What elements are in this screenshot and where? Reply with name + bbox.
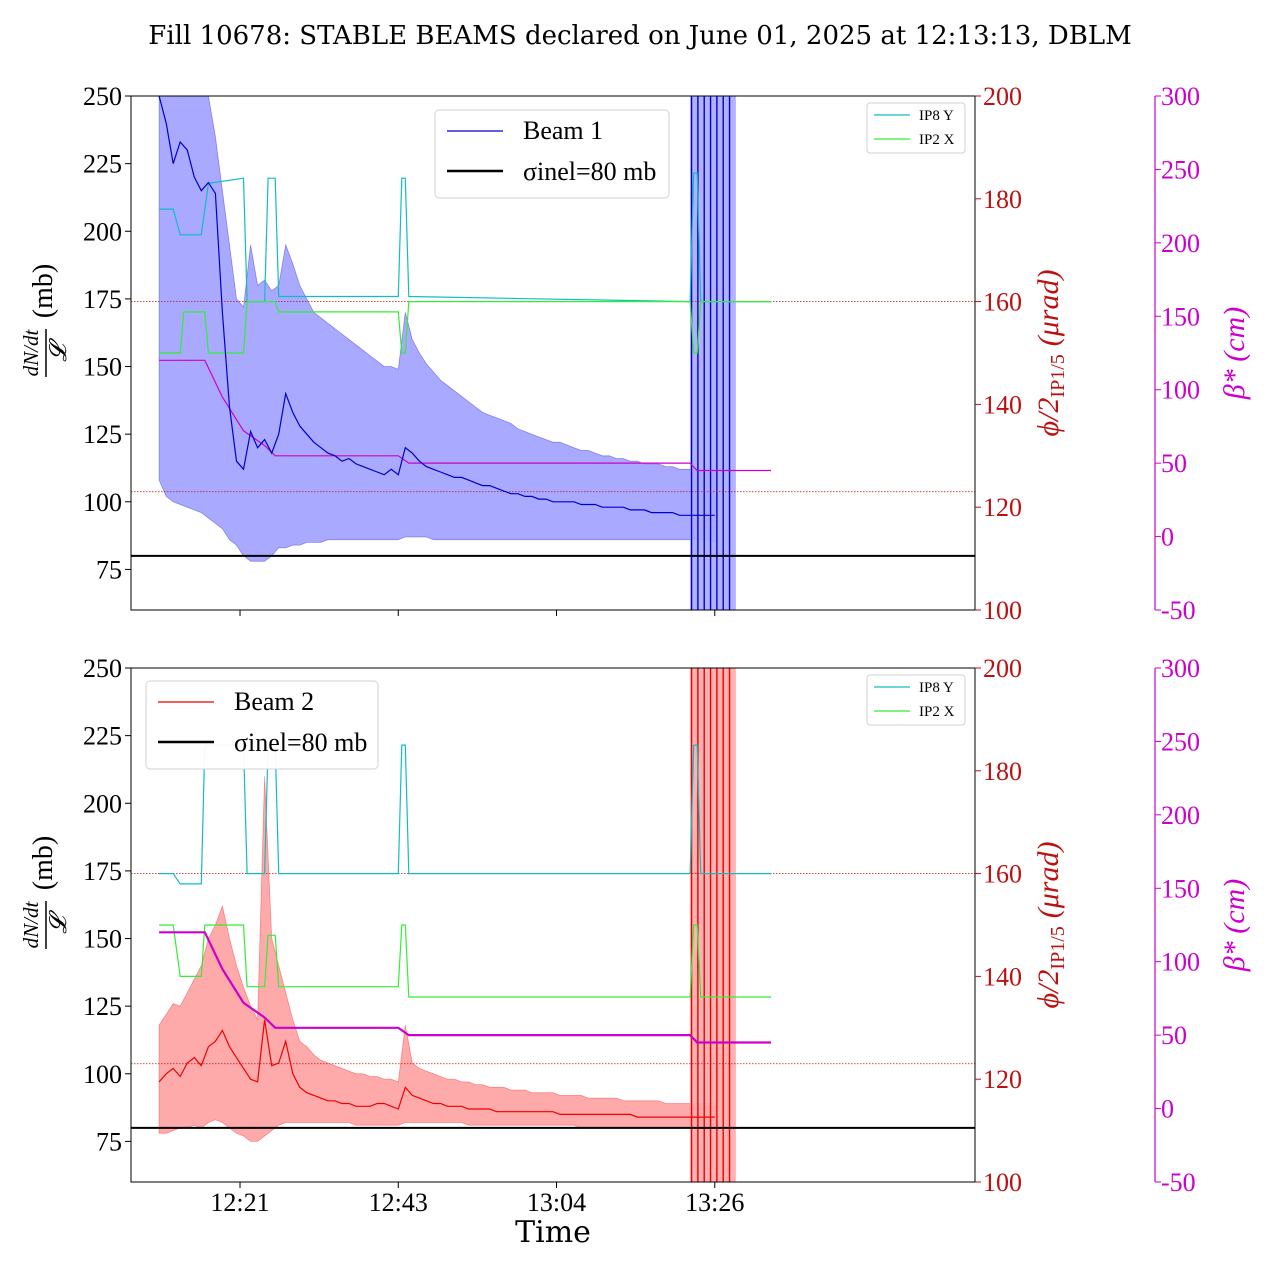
y3-tick-label: 250 <box>1161 727 1200 756</box>
y2-tick-label: 200 <box>983 82 1022 111</box>
y3-tick-label: 200 <box>1161 229 1200 258</box>
beam-rate-line <box>158 1019 715 1118</box>
y-tick-label: 225 <box>83 150 122 179</box>
y-tick-label: 225 <box>83 722 122 751</box>
x-axis-label: Time <box>515 1215 591 1250</box>
ip2-x-line <box>159 301 771 354</box>
beta-star-line <box>159 359 771 472</box>
legend-sigma-label: σinel=80 mb <box>234 728 367 757</box>
y2-tick-label: 120 <box>983 493 1022 522</box>
y2-tick-label: 140 <box>983 390 1022 419</box>
x-tick-label: 12:43 <box>369 1188 428 1217</box>
y2-tick-label: 100 <box>983 596 1022 625</box>
legend-ip2-label: IP2 X <box>919 704 955 720</box>
plot-frame <box>130 667 976 1183</box>
y-axis-label: dN/dt 𝓛 (mb) <box>19 836 72 949</box>
legend-beam-label: Beam 1 <box>523 116 603 145</box>
ip2-x-line <box>159 924 771 998</box>
y-tick-label: 150 <box>83 925 122 954</box>
y3-axis-label: β* (cm) <box>1218 307 1251 400</box>
y2-tick-label: 180 <box>983 185 1022 214</box>
y-tick-label: 125 <box>83 992 122 1021</box>
beam-band <box>158 776 716 1142</box>
y2-label-main: ϕ/2 <box>1032 398 1065 437</box>
y-tick-label: 175 <box>83 285 122 314</box>
y3-tick-label: 300 <box>1161 654 1200 683</box>
legend-ip2-label: IP2 X <box>919 132 955 148</box>
y2-tick-label: 140 <box>983 962 1022 991</box>
plot-area <box>131 96 975 610</box>
bottom-panel: 75 100 125 150 175 200 225 250 100 120 140 160 180 20… <box>19 654 1251 1217</box>
y2-tick-label: 160 <box>983 860 1022 889</box>
legend-sigma-label: σinel=80 mb <box>523 157 656 186</box>
y-tick-label: 200 <box>83 217 122 246</box>
y-tick-label: 125 <box>83 420 122 449</box>
y2-label-unit: (μrad) <box>1032 270 1065 347</box>
ip8-y-line <box>159 172 771 303</box>
y2-label-unit: (μrad) <box>1032 842 1065 919</box>
y-tick-label: 175 <box>83 857 122 886</box>
y3-tick-label: 300 <box>1161 82 1200 111</box>
y3-tick-label: 100 <box>1161 948 1200 977</box>
y2-label-sub: IP1/5 <box>1047 354 1069 397</box>
x-tick-label: 13:04 <box>527 1188 586 1217</box>
beam-rate-line <box>158 96 715 516</box>
y2-tick-label: 120 <box>983 1065 1022 1094</box>
y-axis-label: dN/dt 𝓛 (mb) <box>19 264 72 377</box>
plot-area <box>131 668 975 1182</box>
y3-tick-label: 50 <box>1161 449 1187 478</box>
y2-tick-label: 180 <box>983 757 1022 786</box>
y3-tick-label: 50 <box>1161 1021 1187 1050</box>
y2-tick-label: 160 <box>983 288 1022 317</box>
y3-tick-label: 0 <box>1161 523 1174 552</box>
y3-axis-label: β* (cm) <box>1218 879 1251 972</box>
y3-label-text: β* (cm) <box>1218 307 1251 400</box>
y-tick-label: 75 <box>96 555 122 584</box>
ip8-y-line <box>159 744 771 885</box>
y-label-unit: (mb) <box>28 836 59 890</box>
y2-label-sub: IP1/5 <box>1047 926 1069 969</box>
y3-tick-label: -50 <box>1161 596 1196 625</box>
figure-title: Fill 10678: STABLE BEAMS declared on Jun… <box>148 21 1131 51</box>
y2-label-text: ϕ/2IP1/5 (μrad) <box>1032 842 1069 1009</box>
legend-box <box>434 109 670 199</box>
beta-star-line <box>159 931 771 1044</box>
plot-frame <box>130 95 976 611</box>
y2-tick-label: 200 <box>983 654 1022 683</box>
y-tick-label: 250 <box>83 82 122 111</box>
x-tick-label: 12:21 <box>210 1188 269 1217</box>
y-tick-label: 200 <box>83 789 122 818</box>
y2-tick-label: 100 <box>983 1168 1022 1197</box>
y-tick-label: 150 <box>83 353 122 382</box>
legend-box <box>145 680 379 770</box>
y-tick-label: 100 <box>83 1060 122 1089</box>
y3-label-text: β* (cm) <box>1218 879 1251 972</box>
legend-ip8-label: IP8 Y <box>919 680 954 696</box>
y-label-denominator: 𝓛 <box>46 338 72 362</box>
y-label-numerator: dN/dt <box>19 329 43 377</box>
y3-tick-label: 0 <box>1161 1095 1174 1124</box>
y2-axis-label: ϕ/2IP1/5 (μrad) <box>1032 842 1069 1009</box>
y-tick-label: 75 <box>96 1127 122 1156</box>
y3-tick-label: 200 <box>1161 801 1200 830</box>
y-tick-label: 100 <box>83 488 122 517</box>
y-label-denominator: 𝓛 <box>46 910 72 934</box>
top-panel: 75 100 125 150 175 200 225 250 100 120 140 160 180 20… <box>19 82 1251 625</box>
y3-tick-label: 150 <box>1161 874 1200 903</box>
y3-tick-label: 250 <box>1161 155 1200 184</box>
y3-tick-label: 100 <box>1161 376 1200 405</box>
legend-beam-label: Beam 2 <box>234 687 314 716</box>
y2-label-main: ϕ/2 <box>1032 970 1065 1009</box>
x-tick-label: 13:26 <box>685 1188 744 1217</box>
y3-tick-label: 150 <box>1161 302 1200 331</box>
legend-ip8-label: IP8 Y <box>919 108 954 124</box>
y2-label-text: ϕ/2IP1/5 (μrad) <box>1032 270 1069 437</box>
y2-axis-label: ϕ/2IP1/5 (μrad) <box>1032 270 1069 437</box>
y3-tick-label: -50 <box>1161 1168 1196 1197</box>
y-label-unit: (mb) <box>28 264 59 318</box>
y-label-numerator: dN/dt <box>19 901 43 949</box>
y-tick-label: 250 <box>83 654 122 683</box>
